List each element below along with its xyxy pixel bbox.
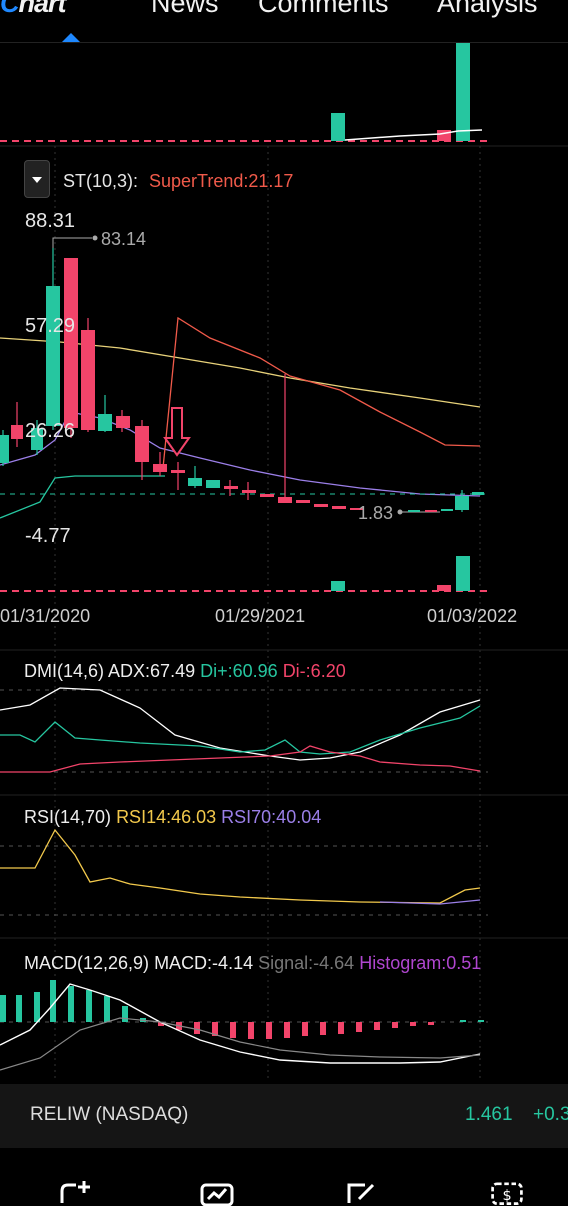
dollar-glyph: $	[503, 1188, 512, 1204]
macd-label: MACD(12,26,9)	[24, 953, 150, 973]
date-axis-label: 01/03/2022	[427, 606, 518, 626]
supertrend-value: SuperTrend:21.17	[149, 171, 294, 191]
chevron-down-icon	[32, 177, 42, 183]
active-tab-indicator	[62, 33, 80, 42]
adx-line	[0, 687, 481, 761]
di-plus-line	[0, 705, 481, 755]
volume-panel	[0, 556, 488, 592]
price-axis-label: 57.29	[25, 315, 76, 337]
supertrend-line	[162, 316, 481, 469]
dmi-di-plus: Di+:60.96	[200, 661, 278, 681]
high-callout: 83.14	[101, 229, 147, 249]
dollar-icon[interactable]: $	[489, 1176, 525, 1206]
chart-add-icon[interactable]	[58, 1176, 94, 1206]
ticker-change: +0.3	[533, 1104, 568, 1125]
logo-letter: C	[0, 0, 19, 18]
macd-panel	[0, 980, 488, 1071]
moving-average-line	[0, 411, 481, 497]
low-callout: 1.83	[358, 503, 394, 523]
signal-line	[0, 1017, 481, 1071]
macd-value: MACD:-4.14	[154, 953, 254, 973]
volume-bar	[456, 43, 470, 141]
sell-signal-arrow-icon	[163, 407, 191, 457]
candlesticks	[0, 248, 484, 512]
top-nav: Chart News Comments Analysis	[0, 0, 568, 42]
rsi70-value: RSI70:40.04	[221, 807, 322, 827]
rsi14-value: RSI14:46.03	[116, 807, 217, 827]
rsi70-line	[379, 899, 481, 905]
rsi-panel	[0, 828, 488, 916]
macd-histogram: Histogram:0.51	[359, 953, 482, 973]
tab-news[interactable]: News	[151, 0, 219, 18]
rsi-legend[interactable]: RSI(14,70) RSI14:46.03 RSI70:40.04	[24, 807, 321, 828]
tab-comments[interactable]: Comments	[258, 0, 389, 18]
macd-legend[interactable]: MACD(12,26,9) MACD:-4.14 Signal:-4.64 Hi…	[24, 953, 481, 974]
indicator-dropdown-button[interactable]	[24, 160, 50, 198]
volume-bar	[331, 113, 345, 141]
chart-canvas[interactable]	[0, 0, 568, 1090]
price-axis-label: 26.26	[25, 420, 76, 442]
tab-analysis[interactable]: Analysis	[437, 0, 538, 18]
price-axis-label: -4.77	[25, 525, 71, 547]
macd-signal: Signal:-4.64	[258, 953, 355, 973]
app-logo[interactable]: Chart	[0, 0, 67, 19]
ticker-price: 1.461	[465, 1104, 513, 1125]
top-volume-panel	[0, 43, 488, 142]
rsi14-line	[0, 828, 481, 904]
dmi-legend[interactable]: DMI(14,6) ADX:67.49 Di+:60.96 Di-:6.20	[24, 661, 346, 682]
ticker-bar[interactable]: RELIW (NASDAQ) 1.461 +0.3	[0, 1084, 568, 1148]
edit-note-icon[interactable]	[343, 1176, 379, 1206]
supertrend-label: ST(10,3):	[63, 171, 139, 191]
volume-bar	[437, 130, 451, 141]
date-axis-label: 01/31/2020	[0, 606, 91, 626]
dmi-di-minus: Di-:6.20	[282, 661, 346, 681]
price-axis-label: 88.31	[25, 210, 76, 232]
supertrend-support-line	[0, 475, 165, 519]
rsi-label: RSI(14,70)	[24, 807, 112, 827]
di-minus-line	[0, 745, 481, 773]
dmi-panel	[0, 687, 488, 773]
dmi-adx: ADX:67.49	[108, 661, 196, 681]
portfolio-chart-icon[interactable]	[199, 1176, 235, 1206]
nav-divider	[0, 42, 568, 43]
moving-average-line	[0, 337, 481, 408]
logo-text: hart	[18, 0, 67, 18]
date-axis-label: 01/29/2021	[215, 606, 306, 626]
macd-line	[0, 983, 481, 1064]
ticker-symbol: RELIW (NASDAQ)	[30, 1104, 189, 1125]
dmi-label: DMI(14,6)	[24, 661, 105, 681]
